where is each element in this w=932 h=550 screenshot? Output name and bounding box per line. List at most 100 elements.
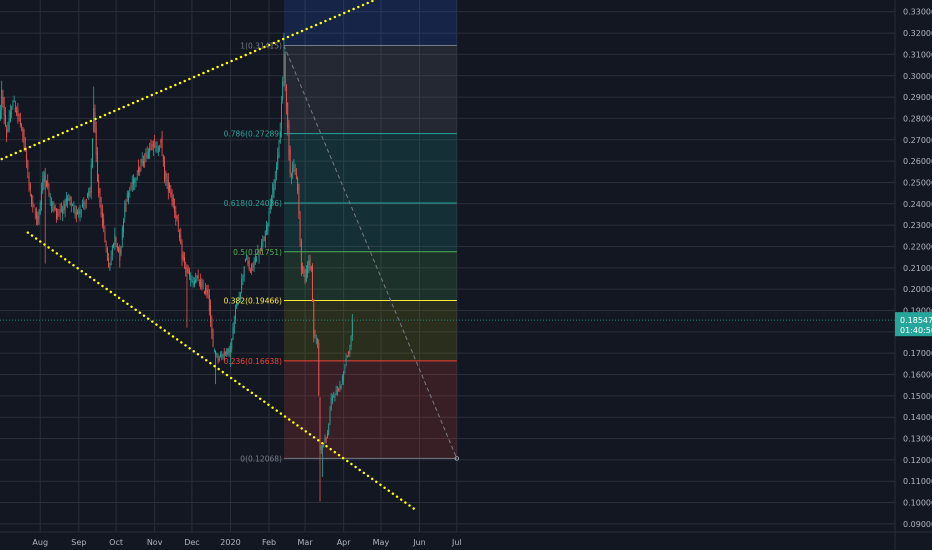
- candle-body: [141, 158, 143, 164]
- candle-body: [80, 211, 82, 212]
- time-tick-label: Apr: [337, 538, 352, 547]
- candle-body: [297, 178, 299, 191]
- candle-body: [213, 351, 215, 353]
- candle-body: [134, 178, 136, 183]
- candle-body: [7, 129, 9, 131]
- candle-body: [31, 193, 32, 205]
- candle-body: [64, 200, 66, 210]
- candle-body: [283, 53, 285, 78]
- candle-body: [221, 354, 223, 358]
- candle-body: [210, 305, 212, 322]
- time-axis[interactable]: Aug Sep Oct Nov Dec 2020 Feb Mar Apr May Jun Jul: [32, 538, 461, 547]
- trendline-handle[interactable]: [454, 456, 459, 461]
- candle-body: [300, 240, 302, 270]
- trendline-fib-trend[interactable]: [283, 45, 458, 459]
- candle-body: [106, 247, 108, 261]
- candle-body: [69, 195, 71, 201]
- candle-body: [344, 367, 346, 369]
- candle-body: [289, 149, 291, 174]
- candle-body: [162, 155, 164, 161]
- candle-body: [140, 165, 142, 167]
- candle-body: [159, 147, 161, 149]
- trendlines[interactable]: [0, 0, 459, 512]
- candle-body: [182, 254, 184, 260]
- candle-body: [198, 281, 200, 284]
- candle-body: [129, 190, 131, 192]
- candle-body: [83, 202, 85, 205]
- candle-body: [155, 145, 157, 149]
- candle-body: [104, 231, 106, 243]
- candle-body: [237, 302, 239, 305]
- candle-body: [298, 183, 300, 215]
- candle-body: [118, 247, 120, 253]
- candle-body: [174, 206, 175, 212]
- candle-body: [309, 259, 311, 266]
- candle-body: [331, 396, 333, 402]
- candle-body: [251, 265, 253, 271]
- candle-body: [323, 443, 325, 447]
- candle-body: [115, 238, 117, 242]
- candle-body: [99, 188, 101, 202]
- candle-body: [156, 149, 158, 151]
- time-tick-label: Nov: [147, 538, 163, 547]
- candle-body: [268, 210, 270, 224]
- candle-body: [101, 211, 103, 225]
- candle-body: [244, 259, 246, 262]
- candle-body: [170, 192, 172, 195]
- candle-body: [58, 212, 60, 214]
- candle-body: [17, 108, 19, 116]
- candle-body: [246, 257, 248, 259]
- fib-level-label: 0.618(0.24036): [224, 199, 282, 208]
- candle-body: [85, 199, 87, 201]
- candle-body: [272, 184, 274, 198]
- candle-body: [239, 292, 241, 299]
- candle-body: [160, 140, 162, 143]
- candle-body: [147, 151, 149, 159]
- candle-body: [187, 268, 189, 273]
- fib-zone: [283, 133, 457, 204]
- candle-body: [232, 327, 234, 340]
- candle-body: [333, 395, 335, 397]
- candle-body: [119, 248, 121, 261]
- candle-body: [189, 270, 190, 277]
- trendline-upper[interactable]: [0, 0, 376, 161]
- candle-body: [44, 173, 46, 183]
- candle-body: [215, 350, 217, 355]
- candle-body: [28, 175, 30, 185]
- candle-body: [253, 260, 255, 268]
- trendline-lower[interactable]: [26, 231, 417, 512]
- candle-body: [138, 167, 139, 173]
- candle-body: [179, 232, 180, 238]
- candle-body: [135, 178, 137, 180]
- candle-body: [348, 351, 350, 354]
- candle-body: [1, 89, 3, 111]
- candle-body: [142, 160, 144, 166]
- fib-zones: [283, 0, 457, 459]
- candle-body: [93, 107, 95, 133]
- candle-body: [12, 104, 14, 106]
- candle-body: [274, 179, 276, 184]
- candle-body: [103, 219, 105, 227]
- fib-level-lines: [283, 45, 457, 459]
- candle-body: [284, 55, 286, 85]
- candle-body: [192, 281, 194, 285]
- candle-body: [313, 299, 315, 338]
- candle-body: [49, 195, 51, 198]
- candle-body: [230, 347, 231, 352]
- fib-zone: [283, 203, 457, 252]
- candle-body: [254, 255, 256, 264]
- candle-body: [350, 335, 352, 347]
- candle-body: [166, 179, 168, 182]
- candle-body: [334, 395, 336, 398]
- candle-body: [262, 239, 264, 246]
